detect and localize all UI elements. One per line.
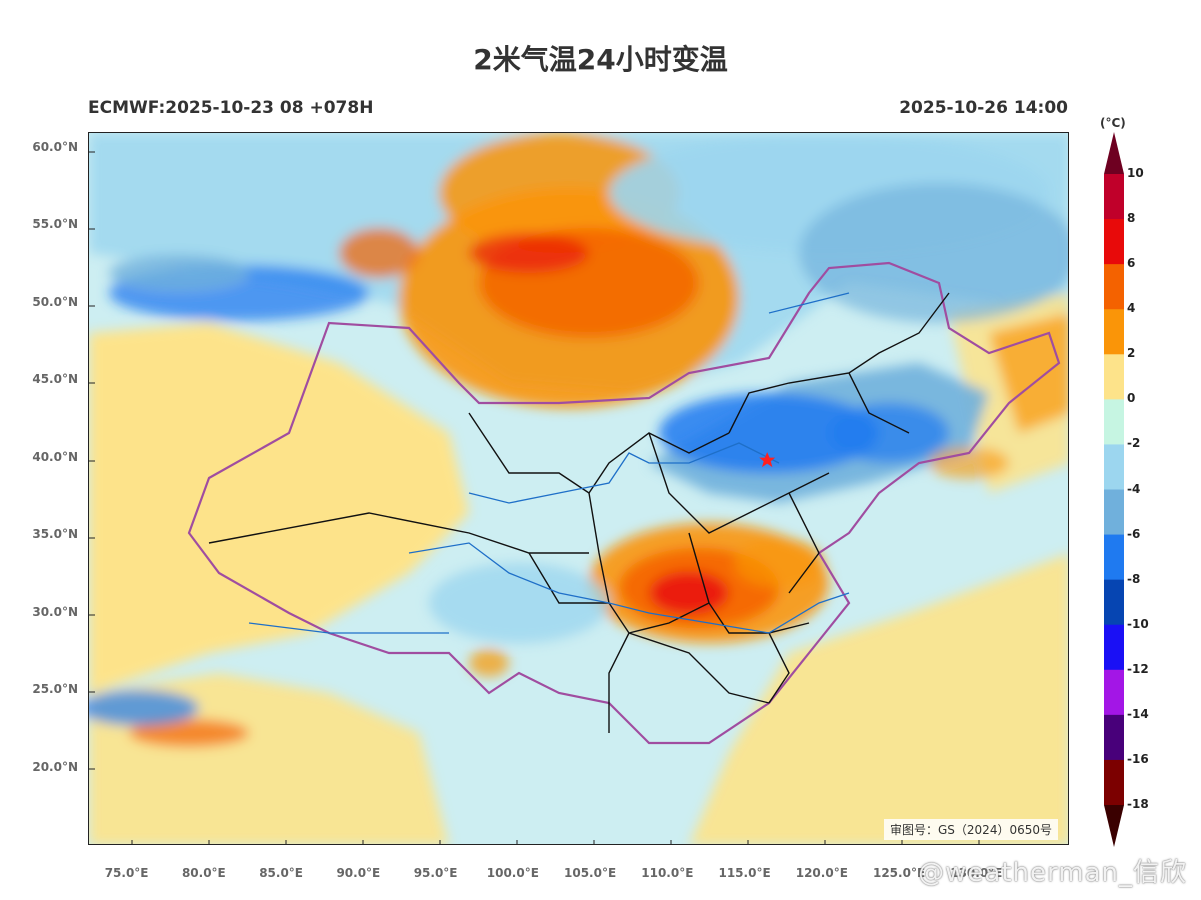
colorbar-level-label: -12 — [1127, 661, 1149, 676]
lon-tick-label: 75.0°E — [104, 866, 149, 880]
lon-tick-label: 95.0°E — [413, 866, 458, 880]
colorbar-level-label: -8 — [1127, 571, 1141, 586]
colorbar-level-label: -16 — [1127, 751, 1149, 766]
lon-tick-label: 90.0°E — [336, 866, 381, 880]
colorbar-band — [1104, 759, 1124, 806]
lon-tick-label: 100.0°E — [486, 866, 539, 880]
lon-tick-label: 110.0°E — [641, 866, 694, 880]
lon-tick-label: 130.0°E — [950, 866, 1003, 880]
colorbar-band — [1104, 714, 1124, 761]
lon-tick-label: 125.0°E — [872, 866, 926, 880]
temperature-colorbar — [1104, 132, 1124, 847]
colorbar-level-label: -18 — [1127, 797, 1149, 811]
colorbar-band — [1104, 399, 1124, 445]
colorbar-level-label: 10 — [1127, 166, 1144, 180]
map-approval-number: 审图号：GS（2024）0650号 — [884, 819, 1058, 840]
colorbar-band — [1104, 219, 1124, 265]
lat-tick-label: 50.0°N — [32, 294, 78, 309]
colorbar-band — [1104, 534, 1124, 581]
colorbar-band — [1104, 264, 1124, 310]
lat-tick-label: 40.0°N — [32, 449, 78, 464]
colorbar-bottom-triangle — [1104, 805, 1124, 847]
lat-tick-label: 20.0°N — [32, 759, 78, 774]
lon-tick-label: 80.0°E — [181, 866, 226, 880]
temperature-change-map: 审图号：GS（2024）0650号 — [88, 132, 1069, 845]
province-borders — [208, 292, 950, 733]
lat-tick-label: 60.0°N — [32, 139, 78, 154]
colorbar-band — [1104, 174, 1124, 220]
colorbar-band — [1104, 579, 1124, 626]
colorbar-top-triangle — [1104, 132, 1124, 174]
lat-tick-label: 55.0°N — [32, 217, 78, 231]
lat-tick-label: 30.0°N — [32, 604, 78, 619]
colorbar-level-label: 2 — [1127, 346, 1136, 361]
graticule-ticks — [89, 151, 980, 844]
colorbar-level-label: -10 — [1127, 616, 1149, 631]
lon-tick-label: 120.0°E — [795, 866, 848, 880]
colorbar-band — [1104, 354, 1124, 400]
map-canvas — [89, 133, 1068, 844]
lat-tick-label: 25.0°N — [32, 682, 78, 696]
map-title: 2米气温24小时变温 — [473, 43, 728, 76]
lon-tick-label: 85.0°E — [259, 866, 304, 880]
colorbar-level-label: -2 — [1127, 436, 1141, 451]
country-border — [187, 261, 1061, 745]
valid-time-label: 2025-10-26 14:00 — [899, 98, 1068, 118]
colorbar-band — [1104, 624, 1124, 671]
colorbar-band — [1104, 489, 1124, 536]
colorbar-level-label: 4 — [1127, 301, 1136, 316]
model-run-label: ECMWF:2025-10-23 08 +078H — [88, 98, 374, 118]
colorbar-level-label: -4 — [1127, 481, 1141, 496]
colorbar-level-label: -14 — [1127, 706, 1149, 721]
weibo-watermark: @weatherman_信欣 — [918, 858, 1187, 888]
colorbar-level-label: 6 — [1127, 256, 1136, 271]
colorbar-level-label: 0 — [1127, 391, 1136, 406]
colorbar-band — [1104, 309, 1124, 355]
rivers — [248, 292, 850, 634]
lat-tick-label: 35.0°N — [32, 527, 78, 541]
colorbar-band — [1104, 444, 1124, 490]
lat-tick-label: 45.0°N — [32, 372, 78, 386]
red-star-icon — [759, 452, 776, 468]
temperature-field — [89, 133, 1068, 844]
colorbar-unit: (°C) — [1100, 116, 1126, 130]
colorbar-band — [1104, 669, 1124, 716]
lon-tick-label: 105.0°E — [564, 866, 617, 880]
lon-tick-label: 115.0°E — [718, 866, 771, 880]
colorbar-level-label: 8 — [1127, 211, 1136, 226]
colorbar-level-label: -6 — [1127, 526, 1141, 541]
